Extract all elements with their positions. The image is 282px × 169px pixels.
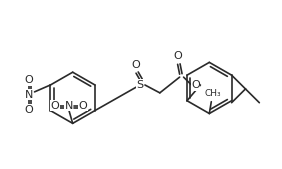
Text: O: O [50,101,59,111]
Text: N: N [25,90,33,100]
Text: O: O [78,101,87,111]
Text: O: O [24,75,33,85]
Text: S: S [136,80,144,90]
Text: N: N [65,101,73,111]
Text: CH₃: CH₃ [205,89,222,98]
Text: O: O [173,52,182,62]
Text: O: O [191,80,200,90]
Text: O: O [132,60,140,70]
Text: O: O [24,105,33,115]
